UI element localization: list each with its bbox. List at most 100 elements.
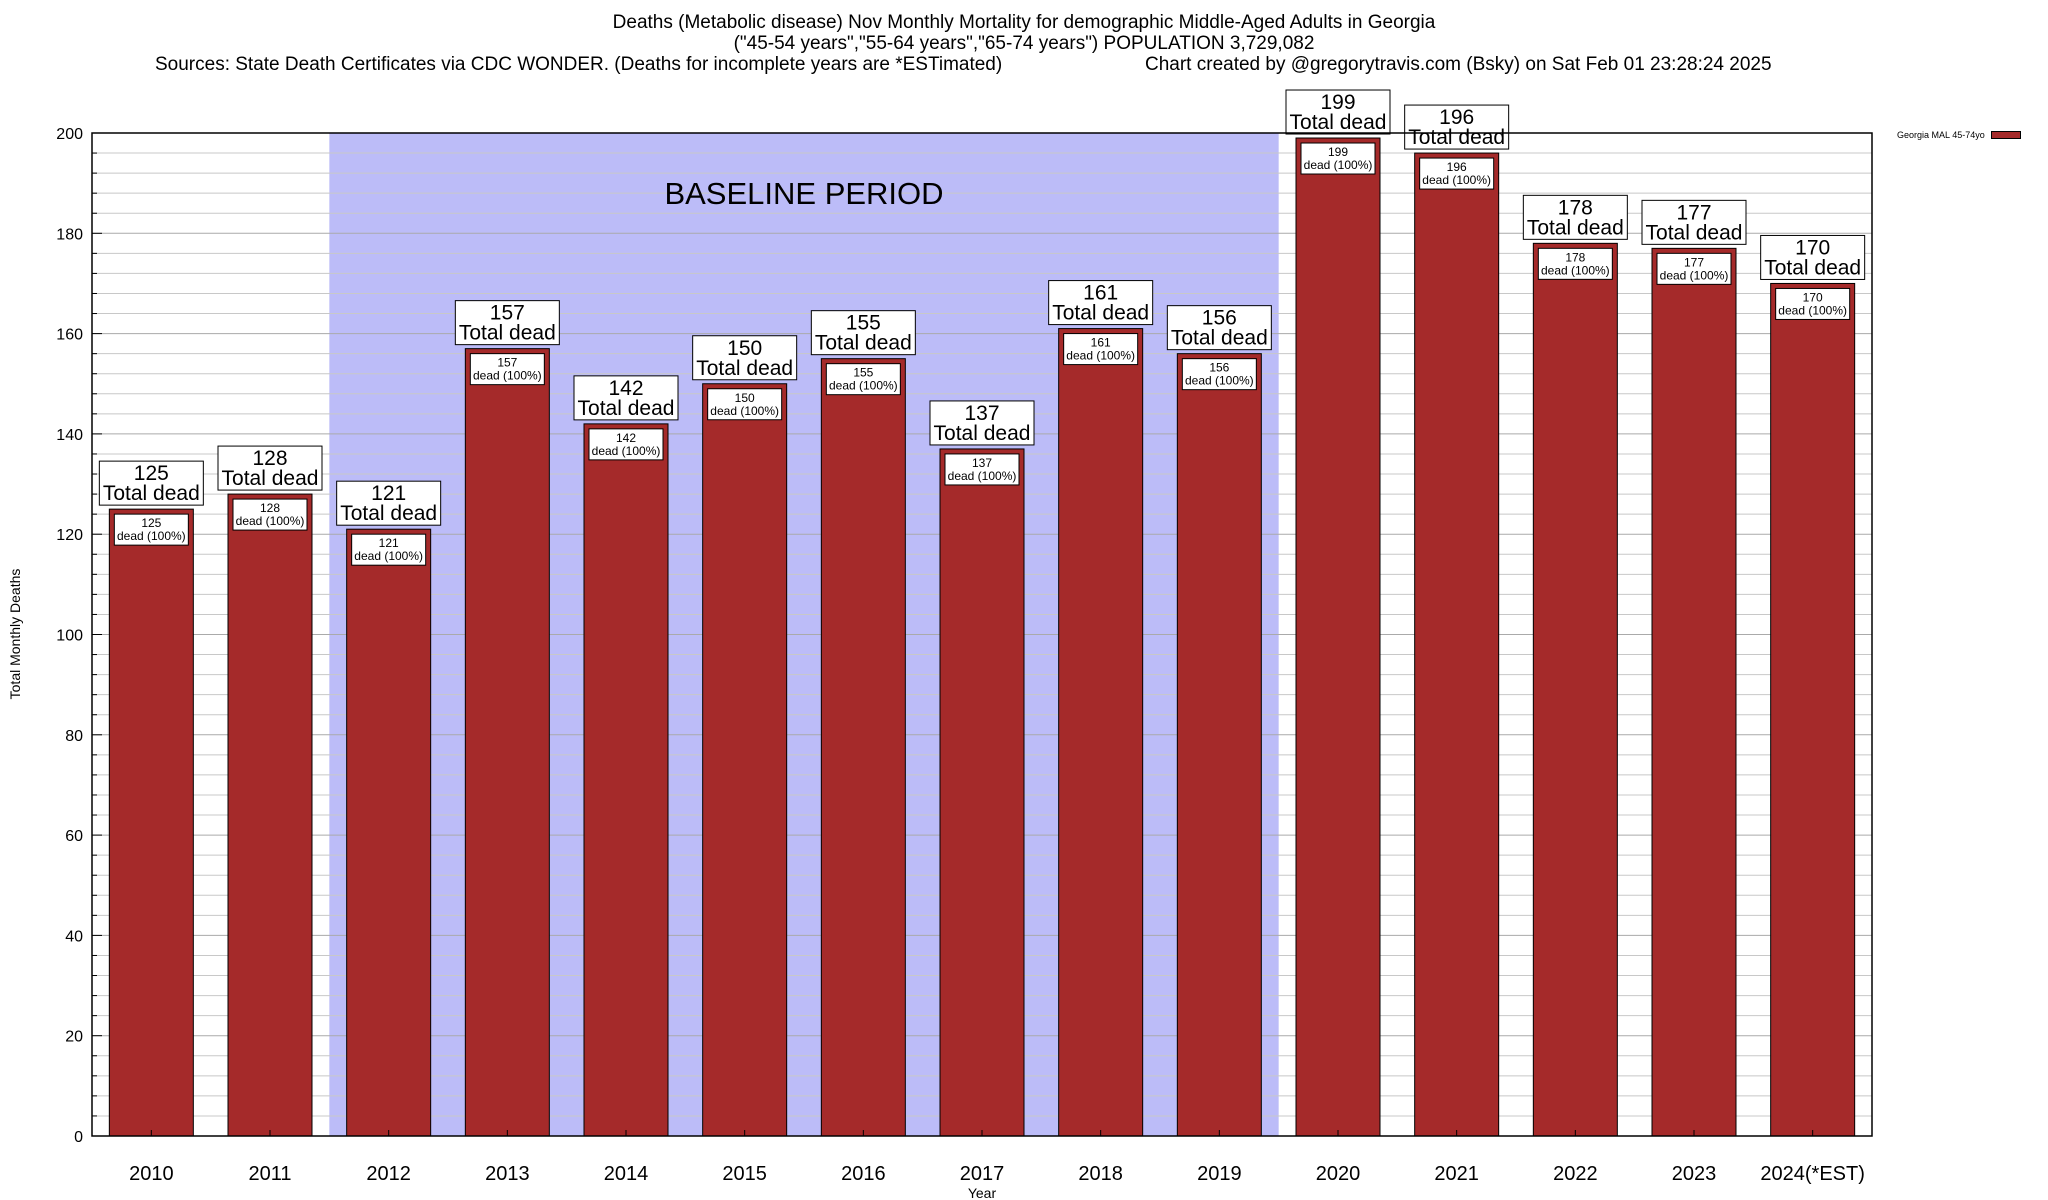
bar-inner-label-box (1300, 142, 1376, 175)
legend-label: Georgia MAL 45-74yo (1897, 130, 1985, 140)
y-tick-label: 60 (65, 828, 83, 845)
bar-inner-label-box (1537, 247, 1613, 280)
bar-top-label: Total dead (696, 357, 793, 380)
bar-inner-label-box (351, 533, 427, 566)
bar-top-value: 150 (727, 337, 762, 360)
bar-inner-label: dead (100%) (829, 379, 898, 393)
bar-top-value: 142 (608, 377, 643, 400)
bar-top-value: 161 (1083, 282, 1118, 305)
bar-inner-value: 137 (972, 456, 992, 470)
bar-inner-label-box (232, 498, 308, 531)
bar-top-label-box (1641, 199, 1747, 245)
bar-top-label-box (454, 300, 560, 346)
y-axis-label: Total Monthly Deaths (7, 569, 23, 700)
chart-title-block: Deaths (Metabolic disease) Nov Monthly M… (0, 12, 2048, 75)
y-tick-label: 200 (56, 126, 83, 143)
chart-source-line: Sources: State Death Certificates via CD… (0, 54, 2048, 75)
bar-inner-label: dead (100%) (1066, 349, 1135, 363)
source-note: Sources: State Death Certificates via CD… (155, 54, 1003, 75)
bar-top-value: 199 (1320, 91, 1355, 114)
x-tick-label: 2014 (604, 1163, 649, 1185)
bar-top-label: Total dead (222, 467, 319, 490)
bar (1414, 152, 1500, 1137)
bar-top-label: Total dead (1052, 302, 1149, 325)
bar-top-label-box (1048, 280, 1154, 326)
bar-top-label: Total dead (1527, 216, 1624, 239)
bar (1176, 353, 1262, 1137)
bar-inner-value: 150 (735, 391, 755, 405)
bar-inner-label: dead (100%) (117, 529, 186, 543)
bar-inner-label: dead (100%) (1541, 263, 1610, 277)
bar-top-label: Total dead (1764, 256, 1861, 279)
x-tick-label: 2020 (1316, 1163, 1361, 1185)
bar-inner-value: 161 (1091, 336, 1111, 350)
bar-top-label-box (810, 310, 916, 356)
bar (464, 348, 550, 1137)
bar-top-value: 177 (1676, 201, 1711, 224)
y-tick-label: 180 (56, 226, 83, 243)
y-tick-label: 120 (56, 527, 83, 544)
bar-inner-label-box (588, 428, 664, 461)
bar-inner-label: dead (100%) (1185, 374, 1254, 388)
bar-inner-label: dead (100%) (948, 469, 1017, 483)
y-tick-label: 80 (65, 728, 83, 745)
bar-inner-label: dead (100%) (1422, 173, 1491, 187)
bar-inner-value: 170 (1803, 290, 1823, 304)
bar-inner-label-box (1419, 157, 1495, 190)
bar-top-label: Total dead (815, 332, 912, 355)
bar (227, 493, 313, 1137)
bar (346, 528, 432, 1137)
bar-inner-value: 199 (1328, 145, 1348, 159)
bar-inner-value: 156 (1209, 361, 1229, 375)
x-tick-label: 2016 (841, 1163, 886, 1185)
bar (820, 358, 906, 1137)
bar-inner-label: dead (100%) (592, 444, 661, 458)
y-tick-label: 20 (65, 1029, 83, 1046)
bar-top-value: 121 (371, 482, 406, 505)
bar (583, 423, 669, 1137)
legend-swatch (1990, 131, 2021, 139)
bar-top-label: Total dead (1408, 126, 1505, 149)
x-tick-label: 2019 (1197, 1163, 1242, 1185)
bar-inner-label: dead (100%) (1778, 303, 1847, 317)
x-tick-label: 2021 (1434, 1163, 1479, 1185)
bar-inner-value: 155 (853, 366, 873, 380)
bar-inner-value: 178 (1565, 250, 1585, 264)
x-axis-label: Year (968, 1185, 997, 1200)
chart-title: Deaths (Metabolic disease) Nov Monthly M… (612, 12, 1436, 33)
bar-inner-label-box (1656, 252, 1732, 285)
y-tick-label: 100 (56, 628, 83, 645)
chart-credit: Chart created by @gregorytravis.com (Bsk… (1145, 54, 1772, 75)
bar-top-value: 156 (1202, 307, 1237, 330)
bar-top-label: Total dead (1646, 221, 1743, 244)
bar (702, 383, 788, 1137)
bar-inner-value: 125 (141, 516, 161, 530)
bar-inner-value: 142 (616, 431, 636, 445)
bar-inner-value: 121 (379, 536, 399, 550)
chart-legend: Georgia MAL 45-74yo (1897, 130, 2021, 140)
bar-top-value: 196 (1439, 106, 1474, 129)
bar-top-label-box (692, 335, 798, 381)
bar (1295, 137, 1381, 1137)
bar-top-value: 157 (490, 302, 525, 325)
bar-inner-label-box (1063, 333, 1139, 366)
bar-inner-label-box (944, 453, 1020, 486)
bar-inner-label: dead (100%) (473, 369, 542, 383)
bar-inner-label-box (825, 363, 901, 396)
plot-frame (91, 132, 1873, 1137)
x-tick-label: 2024(*EST) (1760, 1163, 1865, 1185)
bar-inner-value: 196 (1447, 160, 1467, 174)
bar-inner-value: 157 (497, 356, 517, 370)
bar-top-label-box (1166, 305, 1272, 351)
bar-top-label-box (1285, 89, 1391, 135)
y-tick-label: 140 (56, 427, 83, 444)
bar-top-label-box (217, 445, 323, 491)
x-tick-label: 2013 (485, 1163, 530, 1185)
bar-top-label-box (1522, 194, 1628, 240)
y-tick-label: 160 (56, 327, 83, 344)
bar-inner-label-box (1775, 287, 1851, 320)
bar-top-label: Total dead (1171, 327, 1268, 350)
bar-top-label: Total dead (578, 397, 675, 420)
bar-top-value: 125 (134, 462, 169, 485)
